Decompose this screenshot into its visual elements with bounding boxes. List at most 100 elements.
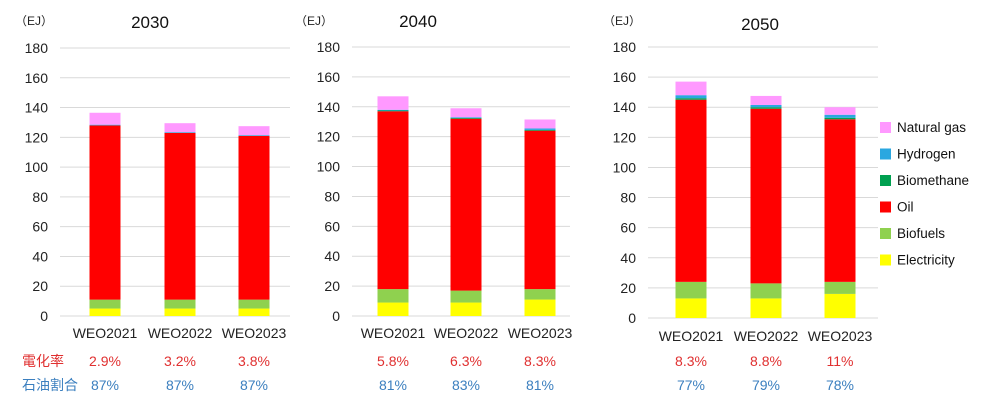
bar-segment-electricity bbox=[238, 308, 270, 316]
oil-share-value: 83% bbox=[452, 377, 480, 393]
electrification-rate-value: 3.8% bbox=[238, 353, 270, 369]
bar-segment-hydrogen bbox=[750, 104, 782, 108]
legend-swatch-biofuels bbox=[880, 228, 891, 239]
legend-label: Electricity bbox=[897, 253, 955, 268]
bar-segment-electricity bbox=[450, 302, 482, 316]
oil-share-value: 79% bbox=[752, 377, 780, 393]
y-tick-label: 0 bbox=[628, 310, 636, 326]
oil-share-value: 77% bbox=[677, 377, 705, 393]
bar-segment-oil bbox=[450, 118, 482, 291]
electrification-rate-value: 2.9% bbox=[89, 353, 121, 369]
y-tick-label: 20 bbox=[32, 278, 48, 294]
y-tick-label: 100 bbox=[613, 159, 637, 175]
bar-segment-biofuels bbox=[750, 283, 782, 299]
bar-segment-hydrogen bbox=[824, 114, 856, 118]
y-tick-label: 120 bbox=[25, 129, 49, 145]
x-category-label: WEO2021 bbox=[73, 325, 138, 341]
electrification-rate-value: 5.8% bbox=[377, 353, 409, 369]
x-category-label: WEO2022 bbox=[734, 328, 799, 344]
y-tick-label: 140 bbox=[317, 99, 341, 115]
y-tick-label: 40 bbox=[32, 248, 48, 264]
x-category-label: WEO2023 bbox=[508, 325, 573, 341]
bar-segment-electricity bbox=[824, 293, 856, 318]
x-category-label: WEO2023 bbox=[222, 325, 287, 341]
chart-title: 2040 bbox=[399, 12, 437, 31]
bar-segment-natural-gas bbox=[164, 123, 196, 133]
bar-segment-biofuels bbox=[164, 299, 196, 309]
oil-share-value: 87% bbox=[240, 377, 268, 393]
oil-share-value: 78% bbox=[826, 377, 854, 393]
bar-segment-electricity bbox=[675, 298, 707, 318]
bar-segment-biomethane bbox=[524, 129, 556, 131]
y-tick-label: 160 bbox=[317, 69, 341, 85]
y-tick-label: 140 bbox=[25, 100, 49, 116]
y-tick-label: 180 bbox=[317, 39, 341, 55]
electrification-rate-value: 6.3% bbox=[450, 353, 482, 369]
bar-segment-hydrogen bbox=[675, 95, 707, 99]
legend-swatch-natural-gas bbox=[880, 122, 891, 133]
bar-segment-natural-gas bbox=[377, 96, 409, 110]
bar-segment-oil bbox=[524, 130, 556, 290]
y-tick-label: 120 bbox=[613, 129, 637, 145]
bar-segment-natural-gas bbox=[675, 81, 707, 96]
legend-swatch-biomethane bbox=[880, 175, 891, 186]
electrification-rate-value: 8.8% bbox=[750, 353, 782, 369]
electrification-rate-value: 3.2% bbox=[164, 353, 196, 369]
y-tick-label: 20 bbox=[324, 278, 340, 294]
oil-share-value: 81% bbox=[379, 377, 407, 393]
y-tick-label: 160 bbox=[613, 69, 637, 85]
y-tick-label: 60 bbox=[620, 220, 636, 236]
bar-segment-biofuels bbox=[377, 289, 409, 303]
bar-segment-hydrogen bbox=[89, 124, 121, 126]
y-tick-label: 120 bbox=[317, 129, 341, 145]
bar-segment-oil bbox=[750, 108, 782, 284]
bar-segment-oil bbox=[89, 125, 121, 300]
y-tick-label: 40 bbox=[620, 250, 636, 266]
y-tick-label: 100 bbox=[317, 159, 341, 175]
oil-share-value: 87% bbox=[91, 377, 119, 393]
bar-segment-oil bbox=[238, 135, 270, 300]
bar-segment-natural-gas bbox=[750, 95, 782, 105]
bar-segment-electricity bbox=[164, 308, 196, 316]
y-tick-label: 100 bbox=[25, 159, 49, 175]
bar-segment-biofuels bbox=[675, 281, 707, 299]
bar-segment-oil bbox=[824, 119, 856, 282]
x-category-label: WEO2022 bbox=[434, 325, 499, 341]
bar-segment-natural-gas bbox=[450, 108, 482, 118]
y-axis-unit-label: （EJ） bbox=[603, 14, 641, 28]
y-tick-label: 140 bbox=[613, 99, 637, 115]
bar-segment-biomethane bbox=[824, 117, 856, 120]
bar-segment-biomethane bbox=[450, 117, 482, 119]
bar-segment-oil bbox=[675, 99, 707, 282]
chart-title: 2030 bbox=[131, 13, 169, 32]
bar-segment-hydrogen bbox=[524, 128, 556, 130]
bar-segment-oil bbox=[377, 111, 409, 290]
x-category-label: WEO2023 bbox=[808, 328, 873, 344]
bar-segment-biomethane bbox=[750, 107, 782, 109]
oil-share-value: 87% bbox=[166, 377, 194, 393]
bar-segment-electricity bbox=[89, 308, 121, 316]
legend-label: Oil bbox=[897, 200, 914, 215]
bar-segment-biofuels bbox=[238, 299, 270, 309]
x-category-label: WEO2021 bbox=[659, 328, 724, 344]
y-tick-label: 80 bbox=[32, 189, 48, 205]
bar-segment-natural-gas bbox=[524, 119, 556, 129]
y-tick-label: 180 bbox=[25, 40, 49, 56]
bar-segment-hydrogen bbox=[377, 109, 409, 111]
electrification-rate-value: 8.3% bbox=[524, 353, 556, 369]
bar-segment-hydrogen bbox=[450, 117, 482, 118]
electrification-rate-row-label: 電化率 bbox=[22, 353, 64, 369]
y-tick-label: 0 bbox=[332, 308, 340, 324]
y-tick-label: 80 bbox=[620, 190, 636, 206]
y-tick-label: 0 bbox=[40, 308, 48, 324]
bar-segment-biofuels bbox=[89, 299, 121, 309]
y-tick-label: 20 bbox=[620, 280, 636, 296]
oil-share-value: 81% bbox=[526, 377, 554, 393]
legend-swatch-hydrogen bbox=[880, 148, 891, 160]
legend-label: Biomethane bbox=[897, 173, 969, 188]
y-tick-label: 40 bbox=[324, 248, 340, 264]
bar-segment-biomethane bbox=[675, 98, 707, 100]
electrification-rate-value: 11% bbox=[827, 353, 854, 369]
y-tick-label: 80 bbox=[324, 188, 340, 204]
y-axis-unit-label: （EJ） bbox=[295, 14, 333, 28]
